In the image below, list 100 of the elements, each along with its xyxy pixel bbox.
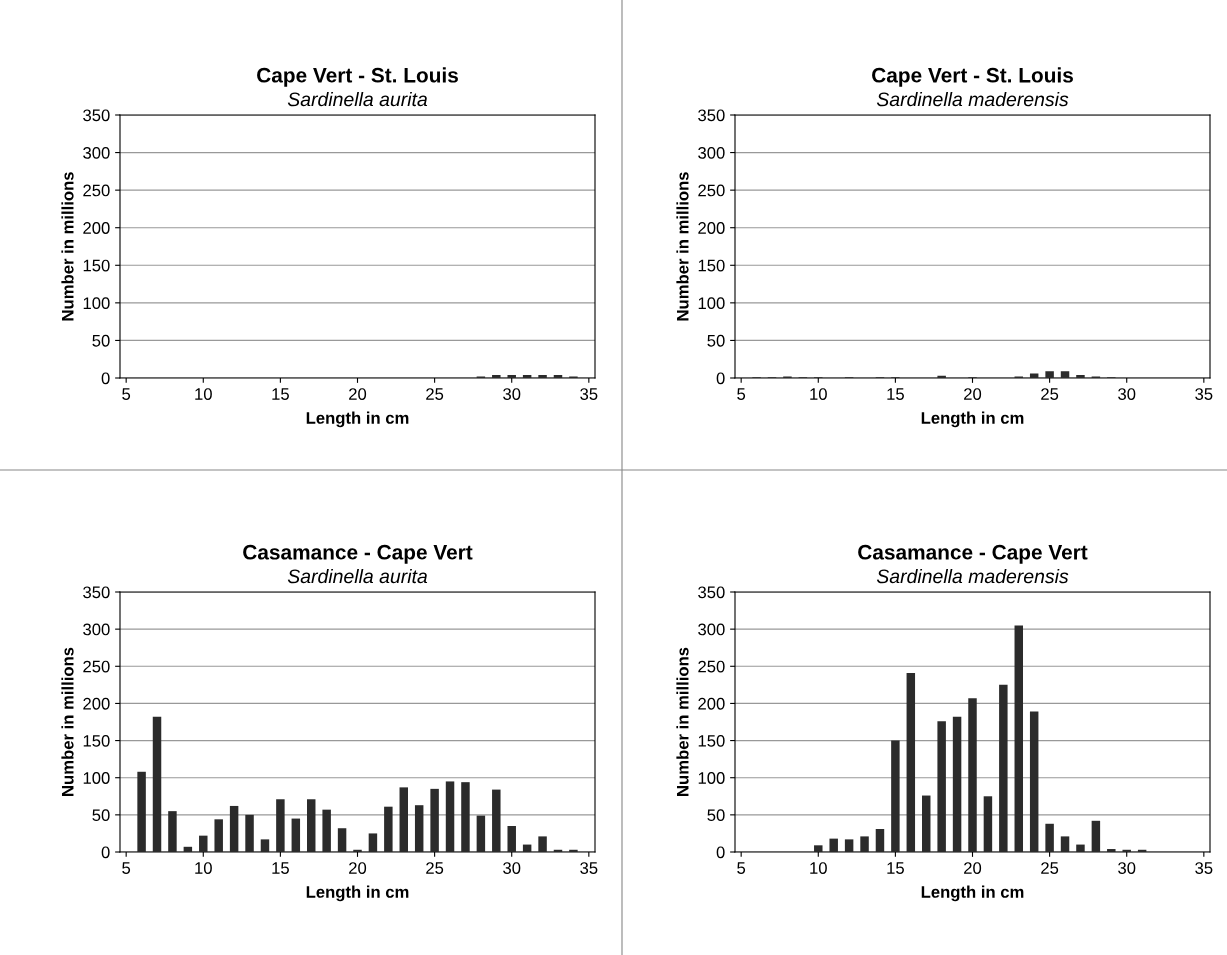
x-tick-label: 30 — [503, 862, 521, 874]
x-tick-label: 10 — [810, 862, 827, 874]
bar — [952, 716, 962, 852]
bar — [322, 809, 331, 852]
bar — [291, 818, 301, 852]
bar — [1122, 849, 1131, 852]
y-axis-title: Number in millions — [676, 172, 689, 321]
x-tick-label: 5 — [122, 862, 131, 874]
y-axis-title: Number in millions — [61, 647, 74, 796]
y-tick-label: 100 — [83, 772, 110, 784]
bar — [1045, 823, 1054, 852]
bar — [937, 721, 946, 852]
x-axis-title: Length in cm — [921, 411, 1024, 428]
y-tick-label: 300 — [698, 623, 725, 636]
bar — [891, 740, 900, 852]
bar — [430, 788, 439, 852]
bar — [260, 839, 270, 852]
bar — [507, 826, 516, 852]
x-tick-label: 10 — [195, 388, 212, 400]
y-tick-label: 350 — [698, 586, 725, 599]
y-axis-title: Number in millions — [676, 647, 689, 796]
x-tick-label: 5 — [122, 388, 131, 400]
y-tick-label: 300 — [698, 146, 725, 159]
bar — [1060, 836, 1070, 852]
x-axis-title: Length in cm — [921, 885, 1024, 902]
y-tick-label: 50 — [707, 809, 725, 822]
x-axis-title: Length in cm — [306, 411, 409, 428]
bar — [399, 787, 409, 852]
bar — [168, 811, 177, 852]
chart-subtitle: Sardinella aurita — [287, 91, 428, 107]
bar — [152, 716, 162, 852]
chart-subtitle: Sardinella maderensis — [876, 568, 1069, 584]
x-axis-title: Length in cm — [306, 885, 409, 902]
y-tick-label: 250 — [698, 184, 725, 197]
x-tick-label: 20 — [964, 862, 982, 874]
y-tick-label: 150 — [83, 734, 110, 747]
x-tick-label: 30 — [503, 388, 521, 400]
x-tick-label: 25 — [426, 862, 444, 874]
bar — [569, 849, 578, 852]
bar — [1060, 371, 1070, 378]
bar — [860, 836, 869, 852]
x-tick-label: 5 — [737, 388, 746, 400]
bar — [875, 828, 885, 852]
bar — [814, 845, 823, 852]
x-tick-label: 20 — [349, 862, 367, 874]
chart-title: Casamance - Cape Vert — [243, 544, 473, 564]
bar — [353, 849, 362, 852]
bar — [492, 789, 501, 852]
chart-title: Casamance - Cape Vert — [858, 544, 1088, 564]
y-tick-label: 50 — [92, 809, 110, 822]
x-tick-label: 35 — [1195, 862, 1213, 874]
bar — [1107, 849, 1116, 852]
x-tick-label: 30 — [1118, 388, 1136, 400]
chart-subtitle: Sardinella aurita — [287, 568, 428, 584]
bar — [476, 815, 486, 852]
x-tick-label: 10 — [195, 862, 212, 874]
y-tick-label: 200 — [83, 222, 110, 234]
y-tick-label: 200 — [83, 697, 110, 710]
bar — [276, 799, 285, 852]
x-tick-label: 20 — [349, 388, 367, 400]
y-tick-label: 150 — [83, 259, 110, 272]
x-tick-label: 25 — [1041, 862, 1059, 874]
x-tick-label: 10 — [810, 388, 827, 400]
bar — [229, 805, 239, 852]
x-tick-label: 15 — [272, 388, 289, 400]
y-tick-label: 0 — [101, 372, 110, 385]
y-tick-label: 150 — [698, 734, 725, 747]
x-tick-label: 25 — [1041, 388, 1059, 400]
y-tick-label: 0 — [716, 372, 725, 385]
bar — [1076, 374, 1085, 378]
y-tick-label: 50 — [707, 334, 725, 347]
bar — [414, 805, 424, 852]
bar — [829, 838, 838, 852]
bar — [844, 839, 854, 852]
y-tick-label: 350 — [698, 109, 725, 122]
bar — [1076, 844, 1085, 852]
bar — [137, 771, 146, 852]
bar — [461, 782, 470, 852]
y-tick-label: 50 — [92, 334, 110, 347]
bar — [1029, 711, 1039, 852]
bar — [906, 672, 916, 852]
y-tick-label: 300 — [83, 623, 110, 636]
bar — [538, 836, 547, 852]
bar — [1029, 373, 1039, 378]
y-tick-label: 100 — [698, 772, 725, 784]
chart-title: Cape Vert - St. Louis — [257, 67, 458, 87]
x-tick-label: 35 — [580, 388, 598, 400]
y-tick-label: 250 — [83, 184, 110, 197]
x-tick-label: 20 — [964, 388, 982, 400]
x-tick-label: 30 — [1118, 862, 1136, 874]
y-tick-label: 250 — [83, 660, 110, 673]
chart-title: Cape Vert - St. Louis — [872, 67, 1073, 87]
bar — [384, 806, 393, 852]
bar — [445, 781, 455, 852]
y-tick-label: 150 — [698, 259, 725, 272]
x-tick-label: 15 — [887, 862, 904, 874]
y-tick-label: 300 — [83, 146, 110, 159]
bar — [968, 698, 977, 852]
y-tick-label: 250 — [698, 660, 725, 673]
y-tick-label: 350 — [83, 586, 110, 599]
